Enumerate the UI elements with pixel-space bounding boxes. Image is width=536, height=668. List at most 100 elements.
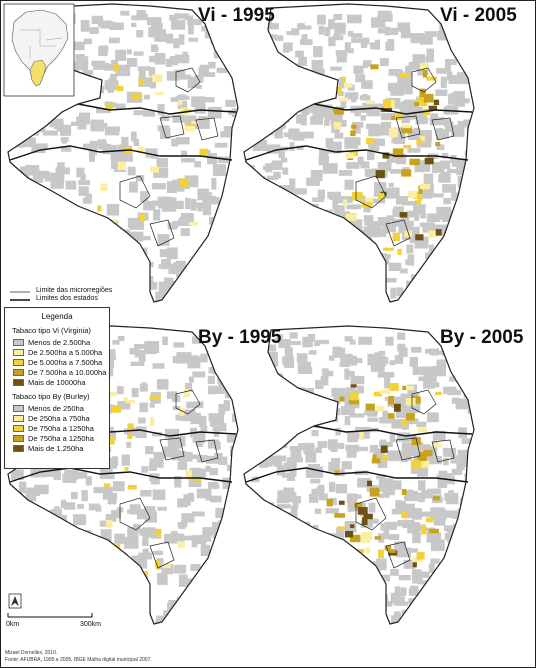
tobacco-area — [184, 109, 192, 113]
grey-area — [396, 432, 411, 442]
grey-area — [21, 115, 30, 126]
grey-area — [429, 213, 435, 221]
grey-area — [436, 591, 451, 598]
grey-area — [421, 462, 428, 474]
grey-area — [104, 565, 113, 573]
grey-area — [142, 548, 149, 554]
grey-area — [397, 22, 411, 32]
grey-area — [389, 360, 396, 366]
grey-area — [450, 155, 457, 164]
grey-area — [403, 559, 416, 569]
grey-area — [440, 613, 448, 622]
grey-area — [371, 357, 379, 367]
grey-area — [444, 510, 459, 518]
grey-area — [108, 77, 115, 89]
grey-area — [421, 273, 432, 284]
grey-area — [81, 490, 88, 502]
grey-area — [281, 63, 292, 72]
grey-area — [352, 599, 360, 604]
legend-label: Menos de 250ha — [28, 403, 84, 413]
grey-area — [169, 14, 178, 21]
grey-area — [65, 270, 77, 276]
grey-area — [106, 457, 119, 466]
grey-area — [190, 198, 197, 211]
tobacco-area — [418, 196, 423, 201]
grey-area — [95, 505, 102, 512]
grey-area — [205, 614, 214, 624]
grey-area — [177, 522, 188, 528]
grey-area — [172, 451, 187, 461]
grey-area — [279, 223, 292, 233]
grey-area — [157, 104, 165, 116]
grey-area — [99, 520, 109, 527]
grey-area — [304, 554, 318, 559]
grey-area — [356, 219, 363, 231]
legend-row-burley-2: De 750ha a 1250ha — [13, 423, 109, 433]
grey-area — [172, 114, 185, 123]
grey-area — [91, 548, 101, 559]
grey-area — [269, 113, 276, 120]
grey-area — [327, 279, 335, 291]
grey-area — [344, 42, 351, 53]
grey-area — [322, 557, 335, 565]
microregion-boundary-line — [355, 497, 387, 531]
grey-area — [249, 432, 258, 445]
grey-area — [44, 597, 58, 606]
grey-area — [119, 579, 128, 588]
grey-area — [381, 356, 389, 365]
grey-area — [357, 296, 364, 302]
grey-area — [89, 143, 98, 156]
grey-area — [335, 35, 344, 41]
grey-area — [21, 248, 29, 256]
grey-area — [341, 461, 352, 470]
grey-area — [458, 215, 470, 227]
grey-area — [467, 601, 474, 609]
grey-area — [388, 262, 402, 271]
grey-area — [393, 601, 409, 606]
grey-area — [13, 588, 22, 595]
grey-area — [167, 222, 178, 230]
grey-area — [68, 218, 79, 223]
grey-area — [419, 33, 433, 45]
tobacco-area — [149, 395, 161, 399]
grey-area — [314, 508, 322, 514]
grey-area — [408, 61, 421, 71]
tobacco-area — [360, 537, 371, 543]
grey-area — [133, 595, 141, 606]
grey-area — [44, 206, 50, 214]
grey-area — [121, 454, 130, 466]
legend-label: De 2.500ha a 5.000ha — [28, 347, 103, 357]
grey-area — [70, 533, 80, 542]
tobacco-area — [366, 137, 375, 145]
grey-area — [360, 115, 367, 121]
legend-virginia-title: Tabaco tipo Vi (Virginia) — [12, 326, 91, 335]
grey-area — [296, 580, 303, 592]
grey-area — [212, 386, 226, 394]
grey-area — [302, 336, 313, 348]
grey-area — [287, 492, 297, 503]
grey-area — [347, 84, 355, 91]
grey-area — [185, 115, 197, 124]
tobacco-area — [428, 105, 438, 111]
grey-area — [261, 97, 269, 107]
grey-area — [437, 30, 451, 41]
grey-area — [395, 500, 403, 510]
tobacco-area — [343, 83, 353, 88]
grey-area — [450, 593, 458, 599]
grey-area — [310, 478, 321, 484]
grey-area — [135, 426, 147, 439]
grey-area — [397, 343, 406, 348]
grey-area — [204, 197, 220, 205]
grey-area — [166, 71, 180, 81]
map-panel-1 — [243, 3, 475, 303]
grey-area — [305, 557, 320, 568]
grey-area — [325, 508, 339, 514]
grey-area — [108, 226, 118, 234]
grey-area — [18, 291, 34, 298]
grey-area — [458, 427, 467, 439]
grey-area — [310, 238, 320, 249]
grey-area — [24, 137, 36, 146]
grey-area — [310, 116, 323, 125]
grey-area — [191, 276, 206, 287]
grey-area — [173, 564, 187, 574]
